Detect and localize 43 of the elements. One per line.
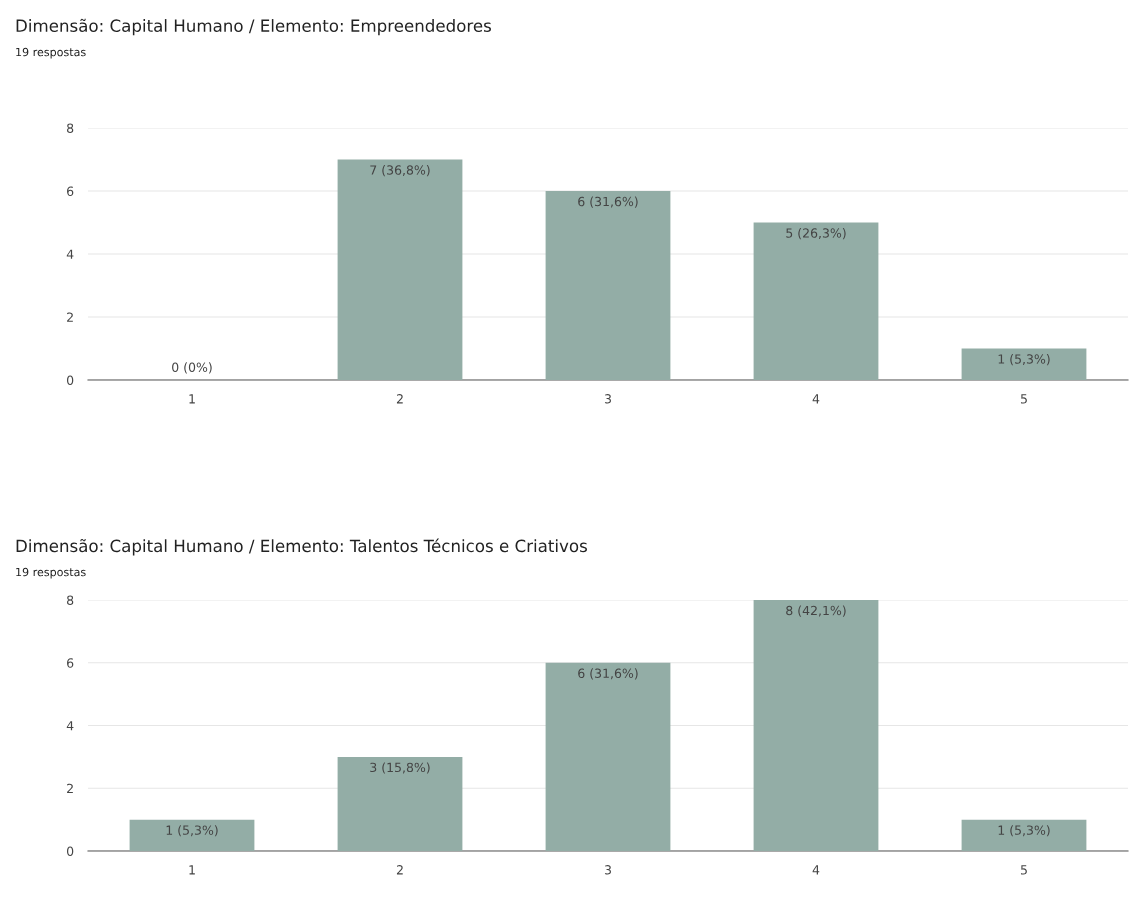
data-label: 5 (26,3%) bbox=[786, 228, 846, 240]
bar bbox=[753, 600, 879, 851]
data-label: 6 (31,6%) bbox=[578, 668, 638, 680]
bar bbox=[337, 756, 463, 851]
bar bbox=[961, 348, 1087, 380]
x-tick-label: 3 bbox=[604, 865, 611, 875]
y-tick-label: 6 bbox=[67, 658, 74, 668]
data-label: 1 (5,3%) bbox=[998, 825, 1050, 837]
x-tick-label: 5 bbox=[1020, 394, 1027, 404]
data-label: 8 (42,1%) bbox=[786, 605, 846, 617]
x-tick-label: 5 bbox=[1020, 865, 1027, 875]
chart-title: Dimensão: Capital Humano / Elemento: Talentos Técnicos e Criativos bbox=[16, 538, 587, 556]
data-label: 6 (31,6%) bbox=[578, 196, 638, 208]
data-label: 7 (36,8%) bbox=[370, 165, 430, 177]
bar bbox=[337, 159, 463, 380]
x-tick-label: 4 bbox=[812, 865, 820, 875]
data-label: 1 (5,3%) bbox=[998, 354, 1050, 366]
y-tick-label: 0 bbox=[66, 846, 74, 856]
y-tick-label: 4 bbox=[66, 249, 74, 259]
y-tick-label: 2 bbox=[67, 312, 73, 322]
x-tick-label: 2 bbox=[396, 865, 403, 875]
bar bbox=[961, 819, 1087, 851]
bar bbox=[545, 191, 671, 380]
bar bbox=[545, 662, 671, 851]
x-tick-label: 1 bbox=[189, 394, 195, 404]
x-tick-label: 4 bbox=[812, 394, 820, 404]
chart-subtitle: 19 respostas bbox=[16, 47, 86, 59]
y-tick-label: 8 bbox=[67, 123, 74, 133]
y-tick-label: 2 bbox=[67, 783, 73, 793]
x-tick-label: 3 bbox=[604, 394, 611, 404]
bar bbox=[129, 819, 255, 851]
data-label: 1 (5,3%) bbox=[166, 825, 218, 837]
data-label: 0 (0%) bbox=[172, 362, 212, 374]
chart-title: Dimensão: Capital Humano / Elemento: Empreendedores bbox=[16, 18, 491, 36]
y-tick-label: 6 bbox=[67, 186, 74, 196]
chart-subtitle: 19 respostas bbox=[16, 567, 86, 579]
data-label: 3 (15,8%) bbox=[370, 762, 430, 774]
x-tick-label: 2 bbox=[396, 394, 403, 404]
x-tick-label: 1 bbox=[189, 865, 195, 875]
y-tick-label: 8 bbox=[67, 595, 74, 605]
y-tick-label: 0 bbox=[66, 375, 74, 385]
bar bbox=[753, 222, 879, 380]
y-tick-label: 4 bbox=[66, 721, 74, 731]
